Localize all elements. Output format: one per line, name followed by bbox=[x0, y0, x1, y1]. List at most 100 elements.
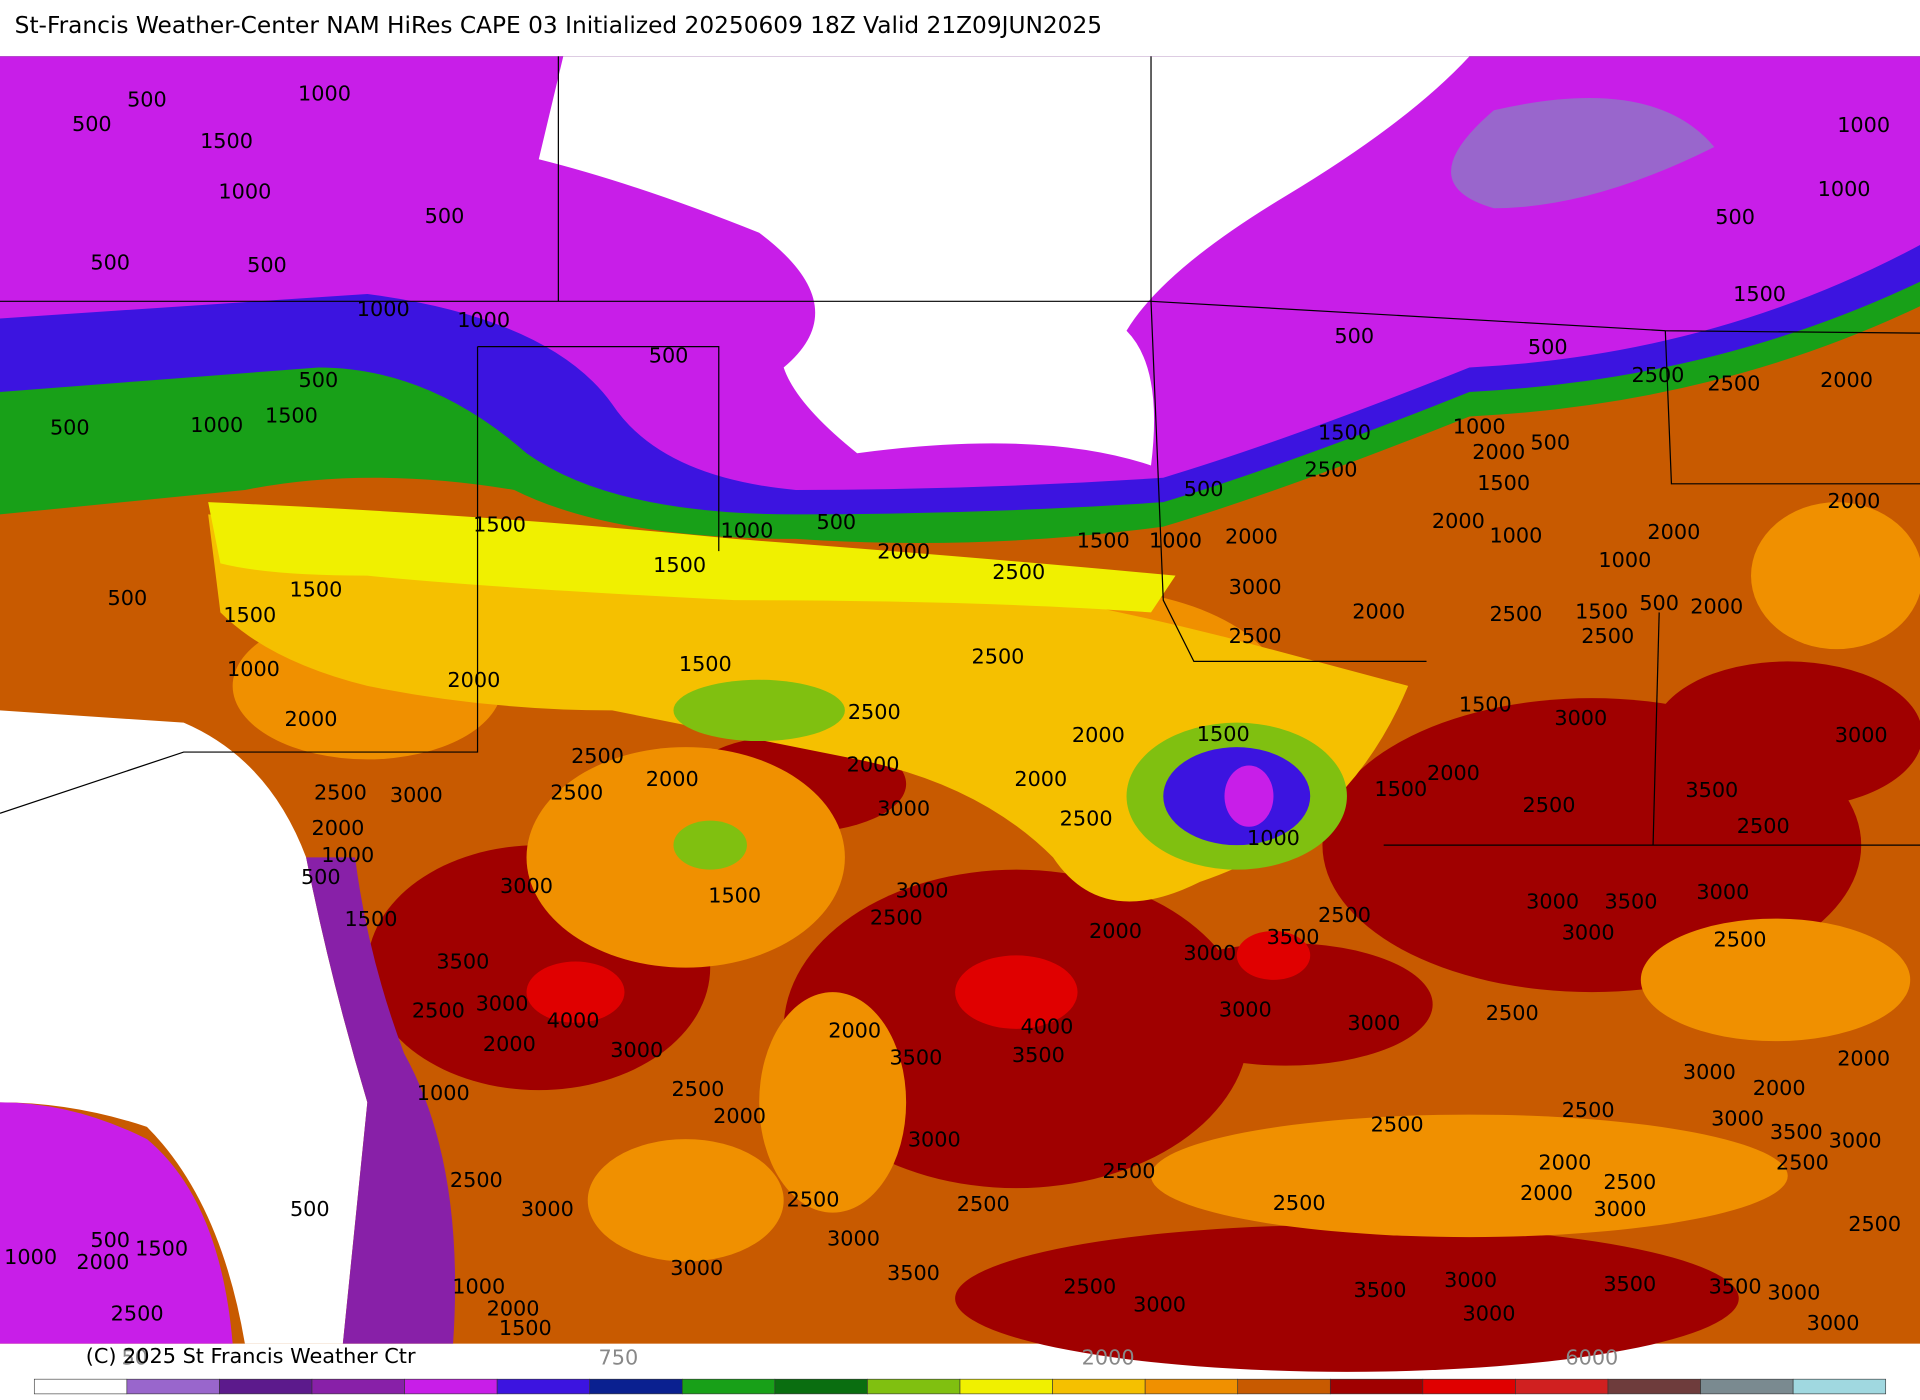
contour-label: 2500 bbox=[1631, 363, 1684, 387]
contour-label: 500 bbox=[1715, 205, 1755, 229]
contour-label: 2500 bbox=[1848, 1212, 1901, 1236]
contour-label: 1500 bbox=[265, 403, 318, 427]
contour-label: 1000 bbox=[4, 1245, 57, 1269]
contour-label: 3000 bbox=[1711, 1107, 1764, 1131]
colorbar-swatch bbox=[33, 1378, 128, 1395]
contour-label: 2000 bbox=[1827, 489, 1880, 513]
colorbar-label: 6000 bbox=[1565, 1345, 1618, 1369]
contour-label: 500 bbox=[290, 1197, 330, 1221]
contour-label: 1000 bbox=[321, 843, 374, 867]
contour-label: 1000 bbox=[452, 1274, 505, 1298]
contour-label: 2000 bbox=[76, 1250, 129, 1274]
contour-label: 2500 bbox=[314, 781, 367, 805]
contour-label: 500 bbox=[1184, 477, 1224, 501]
colorbar-swatch bbox=[1237, 1378, 1331, 1395]
contour-label: 1500 bbox=[1374, 777, 1427, 801]
contour-label: 500 bbox=[50, 416, 90, 440]
colorbar-swatch bbox=[959, 1378, 1053, 1395]
contour-label: 2500 bbox=[550, 781, 603, 805]
colorbar-swatch bbox=[774, 1378, 868, 1395]
contour-label: 1000 bbox=[1818, 177, 1871, 201]
contour-label: 2500 bbox=[450, 1168, 503, 1192]
contour-label: 1500 bbox=[200, 129, 253, 153]
contour-label: 2500 bbox=[1489, 602, 1542, 626]
colorbar-swatch bbox=[219, 1378, 313, 1395]
contour-label: 2500 bbox=[848, 700, 901, 724]
colorbar-swatch bbox=[1792, 1378, 1887, 1395]
contour-label: 1500 bbox=[1077, 528, 1130, 552]
contour-label: 2000 bbox=[1014, 767, 1067, 791]
contour-label: 3000 bbox=[390, 783, 443, 807]
contour-label: 3000 bbox=[1229, 575, 1282, 599]
contour-label: 2000 bbox=[1538, 1151, 1591, 1175]
contour-label: 1000 bbox=[1247, 826, 1300, 850]
contour-label: 500 bbox=[72, 112, 112, 136]
contour-label: 1500 bbox=[708, 884, 761, 908]
colorbar-swatch bbox=[311, 1378, 405, 1395]
contour-label: 2000 bbox=[1089, 919, 1142, 943]
contour-label: 2500 bbox=[1603, 1170, 1656, 1194]
colorbar-swatch bbox=[867, 1378, 961, 1395]
contour-label: 3000 bbox=[1594, 1197, 1647, 1221]
contour-label: 2000 bbox=[1520, 1181, 1573, 1205]
contour-label: 1000 bbox=[1489, 523, 1542, 547]
contour-label: 2000 bbox=[1352, 599, 1405, 623]
contour-label: 2000 bbox=[877, 539, 930, 563]
contour-label: 2500 bbox=[1707, 372, 1760, 396]
colorbar-swatch bbox=[681, 1378, 776, 1395]
contour-label: 1500 bbox=[1733, 282, 1786, 306]
colorbar-swatch bbox=[1422, 1378, 1516, 1395]
contour-label: 1500 bbox=[499, 1316, 552, 1340]
contour-label: 3000 bbox=[1562, 920, 1615, 944]
contour-label: 2500 bbox=[412, 999, 465, 1023]
contour-label: 500 bbox=[247, 253, 287, 277]
contour-label: 2500 bbox=[992, 560, 1045, 584]
contour-label: 2500 bbox=[971, 645, 1024, 669]
colorbar-swatch bbox=[404, 1378, 498, 1395]
contour-label: 500 bbox=[107, 586, 147, 610]
contour-label: 2000 bbox=[1690, 595, 1743, 619]
contour-label: 3500 bbox=[1603, 1272, 1656, 1296]
contour-label: 2000 bbox=[285, 707, 338, 731]
contour-label: 3000 bbox=[1829, 1129, 1882, 1153]
colorbar-swatch bbox=[1515, 1378, 1609, 1395]
contour-label: 2000 bbox=[487, 1296, 540, 1320]
contour-label: 500 bbox=[425, 204, 465, 228]
contour-label: 3000 bbox=[1526, 890, 1579, 914]
contour-label: 1000 bbox=[1837, 113, 1890, 137]
contour-label: 2500 bbox=[1273, 1191, 1326, 1215]
colorbar-swatch bbox=[126, 1378, 220, 1395]
contour-label: 1000 bbox=[1598, 548, 1651, 572]
contour-label: 1000 bbox=[417, 1081, 470, 1105]
contour-label: 2000 bbox=[646, 767, 699, 791]
contour-label: 3000 bbox=[610, 1038, 663, 1062]
contour-label: 2000 bbox=[1072, 723, 1125, 747]
contour-label: 1500 bbox=[1197, 722, 1250, 746]
contour-label: 3500 bbox=[1354, 1278, 1407, 1302]
contour-label: 2500 bbox=[1063, 1274, 1116, 1298]
contour-label: 2500 bbox=[1581, 624, 1634, 648]
title: St-Francis Weather-Center NAM HiRes CAPE… bbox=[15, 12, 1102, 39]
contour-label: 3000 bbox=[1807, 1311, 1860, 1335]
contour-label: 1500 bbox=[1477, 471, 1530, 495]
contour-label: 3000 bbox=[1347, 1011, 1400, 1035]
contour-label: 3000 bbox=[1133, 1293, 1186, 1317]
contour-label: 500 bbox=[127, 87, 167, 111]
contour-label: 1000 bbox=[190, 413, 243, 437]
contour-label: 3500 bbox=[1709, 1274, 1762, 1298]
contour-label: 3000 bbox=[1835, 723, 1888, 747]
contour-label: 3500 bbox=[1770, 1120, 1823, 1144]
contour-label: 2500 bbox=[1318, 903, 1371, 927]
contour-label: 3000 bbox=[500, 874, 553, 898]
contour-label: 2000 bbox=[311, 816, 364, 840]
colorbar-swatch bbox=[1329, 1378, 1424, 1395]
contour-label: 1500 bbox=[653, 553, 706, 577]
contour-label: 1000 bbox=[227, 657, 280, 681]
contour-label: 3000 bbox=[1463, 1301, 1516, 1325]
contour-label: 500 bbox=[816, 510, 856, 534]
contour-label: 2000 bbox=[1432, 509, 1485, 533]
colorbar-swatch bbox=[1052, 1378, 1146, 1395]
contour-label: 2000 bbox=[483, 1032, 536, 1056]
contour-label: 3000 bbox=[521, 1197, 574, 1221]
